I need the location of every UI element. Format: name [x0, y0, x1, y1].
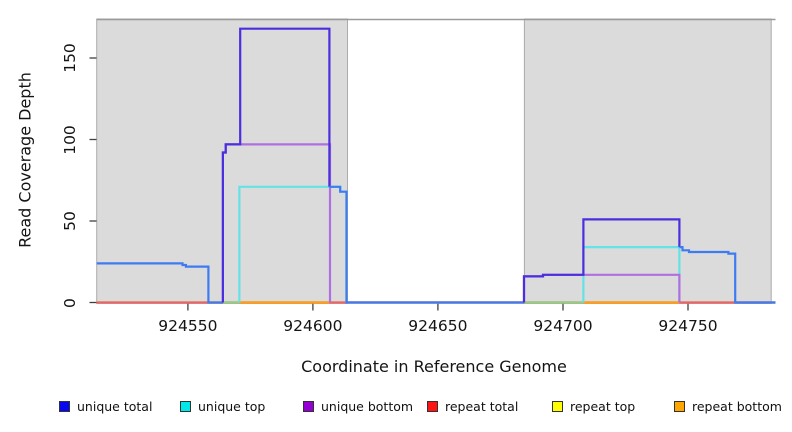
series-unique-total — [679, 246, 776, 304]
series-unique-total — [96, 262, 223, 304]
y-tick-label: 100 — [61, 124, 79, 155]
shaded-region — [523, 18, 772, 304]
series-unique-total — [221, 27, 331, 303]
x-tick-label: 924650 — [408, 317, 468, 335]
y-axis-title: Read Coverage Depth — [15, 72, 35, 248]
series-unique-total — [522, 218, 681, 303]
y-tick-label: 150 — [61, 43, 79, 73]
x-tick-label: 924750 — [658, 317, 718, 335]
y-tick-label: 0 — [61, 297, 79, 308]
x-tick-label: 924700 — [533, 317, 593, 335]
y-tick-label: 50 — [61, 211, 79, 231]
x-axis-title: Coordinate in Reference Genome — [301, 357, 567, 376]
x-tick-label: 924600 — [283, 317, 343, 335]
series-unique-total — [329, 185, 524, 304]
x-tick-label: 924550 — [158, 317, 218, 335]
